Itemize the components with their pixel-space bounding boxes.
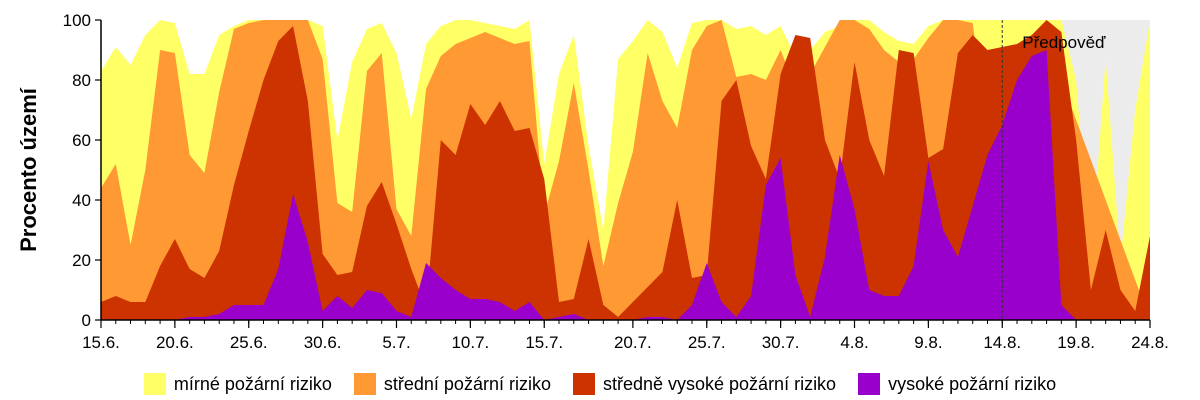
legend-swatch [572, 373, 595, 395]
area-series-3 [101, 20, 1150, 320]
legend: mírné požární riziko střední požární rizi… [0, 368, 1200, 400]
y-tick-label-60: 60 [72, 131, 91, 150]
x-tick-label-8: 25.7. [688, 333, 726, 352]
x-tick-label-13: 19.8. [1057, 333, 1095, 352]
legend-swatch [858, 373, 881, 395]
legend-label: mírné požární riziko [173, 373, 332, 394]
x-tick-label-2: 25.6. [230, 333, 268, 352]
legend-label: vysoké požární riziko [888, 373, 1057, 394]
area-series-4 [101, 50, 1150, 320]
legend-item-2: střední požární riziko [353, 373, 551, 395]
legend-item-4: vysoké požární riziko [858, 373, 1056, 395]
legend-label: střední požární riziko [383, 373, 551, 394]
legend-item-1: mírné požární riziko [143, 373, 332, 395]
x-tick-label-6: 15.7. [525, 333, 563, 352]
fire-risk-area-chart: Předpověď 0 20 40 60 80 100 15.6. 20.6. 25.6. 30.6… [16, 11, 1169, 352]
x-tick-label-12: 14.8. [983, 333, 1021, 352]
legend-swatch [143, 373, 166, 395]
x-tick-label-7: 20.7. [614, 333, 652, 352]
x-tick-label-5: 10.7. [451, 333, 489, 352]
x-tick-label-9: 30.7. [762, 333, 800, 352]
y-tick-label-100: 100 [63, 11, 91, 30]
y-tick-label-0: 0 [82, 311, 91, 330]
legend-label: středně vysoké požární riziko [602, 373, 837, 394]
x-tick-label-1: 20.6. [156, 333, 194, 352]
y-tick-label-40: 40 [72, 191, 91, 210]
y-tick-label-80: 80 [72, 71, 91, 90]
x-tick-label-0: 15.6. [82, 333, 120, 352]
legend-swatch [353, 373, 376, 395]
y-axis-label: Procento území [16, 87, 41, 252]
forecast-label: Předpověď [1022, 33, 1106, 52]
x-tick-label-10: 4.8. [840, 333, 868, 352]
x-tick-label-11: 9.8. [914, 333, 942, 352]
legend-item-3: středně vysoké požární riziko [572, 373, 837, 395]
x-tick-label-4: 5.7. [382, 333, 410, 352]
y-tick-label-20: 20 [72, 251, 91, 270]
x-tick-label-3: 30.6. [304, 333, 342, 352]
x-tick-label-14: 24.8. [1131, 333, 1169, 352]
